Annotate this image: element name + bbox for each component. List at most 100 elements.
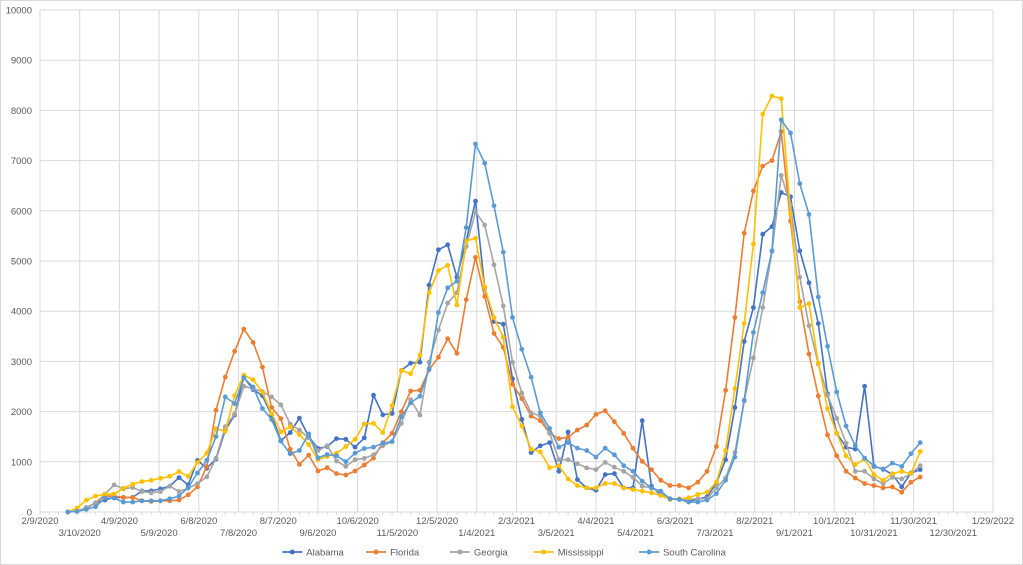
data-point <box>732 315 738 320</box>
data-point <box>806 280 812 286</box>
data-point <box>278 416 284 422</box>
x-tick-label: 9/6/2020 <box>299 528 336 539</box>
data-point <box>343 472 349 478</box>
y-axis-ticks: 0 1000 2000 3000 4000 5000 6000 7000 8000 9000 100… <box>6 6 32 519</box>
data-point <box>343 436 349 442</box>
data-point <box>556 444 562 450</box>
legend-item[interactable]: Mississippi <box>533 548 604 559</box>
data-point <box>890 474 895 480</box>
data-point <box>297 448 302 453</box>
legend-item[interactable]: Alabama <box>282 548 345 559</box>
data-point <box>102 491 108 497</box>
data-point <box>232 393 238 398</box>
data-point <box>528 413 534 419</box>
data-point <box>436 354 441 360</box>
data-point <box>630 487 636 492</box>
data-point <box>565 476 571 482</box>
data-point <box>176 475 182 480</box>
data-point <box>260 389 265 395</box>
data-point <box>380 430 386 435</box>
data-point <box>510 381 515 387</box>
data-point <box>862 383 867 389</box>
data-point <box>880 485 886 491</box>
data-point <box>806 301 812 307</box>
data-point <box>908 471 914 476</box>
data-point <box>815 294 821 300</box>
data-point <box>834 430 840 436</box>
data-point <box>769 248 775 254</box>
data-point <box>306 431 312 437</box>
data-point <box>426 366 432 372</box>
data-point <box>575 427 580 433</box>
data-point <box>111 491 117 497</box>
data-point <box>417 393 423 399</box>
data-point <box>676 497 682 502</box>
data-point <box>908 479 914 485</box>
data-point <box>806 323 812 329</box>
x-tick-label: 12/5/2020 <box>416 516 458 527</box>
y-tick-label: 2000 <box>11 407 32 418</box>
data-point <box>315 448 321 453</box>
data-point <box>241 326 247 332</box>
data-point <box>473 235 478 241</box>
data-point <box>649 467 654 472</box>
data-point <box>426 290 432 296</box>
data-point <box>195 481 200 486</box>
data-point <box>83 497 89 503</box>
data-point <box>686 495 691 501</box>
x-tick-label: 2/9/2020 <box>22 516 59 527</box>
data-point <box>871 483 877 488</box>
data-point <box>185 485 191 490</box>
data-point <box>880 467 886 472</box>
data-point <box>167 483 173 489</box>
legend: Alabama Florida Georgia Mississippi South Ca… <box>282 548 727 559</box>
data-point <box>695 496 701 502</box>
data-point <box>575 445 580 451</box>
data-point <box>825 432 830 438</box>
data-point <box>760 163 766 169</box>
legend-label: Georgia <box>474 548 509 559</box>
data-point <box>482 294 488 299</box>
data-point <box>602 481 608 486</box>
data-point <box>575 477 580 482</box>
data-point <box>121 485 126 491</box>
data-point <box>621 430 627 436</box>
data-point <box>222 394 228 400</box>
data-point <box>537 449 543 455</box>
data-point <box>843 468 849 474</box>
y-tick-label: 5000 <box>11 257 32 268</box>
data-point <box>556 463 562 469</box>
x-tick-label: 5/4/2021 <box>617 528 654 539</box>
data-point <box>139 479 145 484</box>
series-layer <box>65 93 923 515</box>
data-point <box>398 368 404 373</box>
data-point <box>500 249 506 255</box>
legend-item[interactable]: Florida <box>366 548 420 559</box>
data-point <box>204 464 210 469</box>
data-point <box>686 485 691 491</box>
data-point <box>195 470 200 476</box>
x-tick-label: 4/4/2021 <box>577 516 614 527</box>
legend-marker-icon <box>289 549 295 555</box>
data-point <box>862 455 867 461</box>
data-point <box>732 405 738 410</box>
data-point <box>880 477 886 483</box>
data-point <box>630 445 636 451</box>
data-point <box>565 457 571 463</box>
data-point <box>445 242 451 248</box>
data-point <box>528 410 534 416</box>
data-point <box>797 274 803 280</box>
data-point <box>260 406 265 411</box>
data-point <box>297 432 302 437</box>
data-point <box>371 444 376 450</box>
data-point <box>630 474 636 480</box>
data-point <box>714 491 719 496</box>
data-point <box>352 450 358 456</box>
data-point <box>667 483 673 488</box>
data-point <box>121 495 126 500</box>
data-point <box>519 346 525 352</box>
data-point <box>102 495 108 501</box>
legend-item[interactable]: Georgia <box>449 548 509 559</box>
data-point <box>732 454 738 460</box>
legend-item[interactable]: South Carolina <box>639 548 727 559</box>
